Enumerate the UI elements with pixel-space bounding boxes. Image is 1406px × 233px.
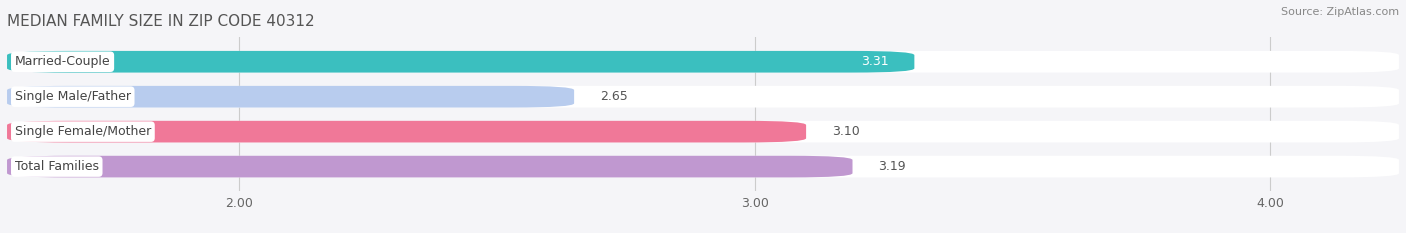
Text: Single Male/Father: Single Male/Father [14, 90, 131, 103]
Text: MEDIAN FAMILY SIZE IN ZIP CODE 40312: MEDIAN FAMILY SIZE IN ZIP CODE 40312 [7, 14, 315, 29]
Text: 3.10: 3.10 [832, 125, 859, 138]
Text: 3.31: 3.31 [860, 55, 889, 68]
FancyBboxPatch shape [7, 86, 574, 108]
Text: Total Families: Total Families [14, 160, 98, 173]
Text: Single Female/Mother: Single Female/Mother [14, 125, 150, 138]
Text: Source: ZipAtlas.com: Source: ZipAtlas.com [1281, 7, 1399, 17]
Text: 2.65: 2.65 [600, 90, 627, 103]
FancyBboxPatch shape [7, 121, 1399, 142]
FancyBboxPatch shape [7, 51, 914, 73]
FancyBboxPatch shape [7, 121, 806, 142]
Text: Married-Couple: Married-Couple [14, 55, 111, 68]
FancyBboxPatch shape [7, 156, 1399, 178]
FancyBboxPatch shape [7, 86, 1399, 108]
FancyBboxPatch shape [7, 51, 1399, 73]
FancyBboxPatch shape [7, 156, 852, 178]
Text: 3.19: 3.19 [879, 160, 905, 173]
